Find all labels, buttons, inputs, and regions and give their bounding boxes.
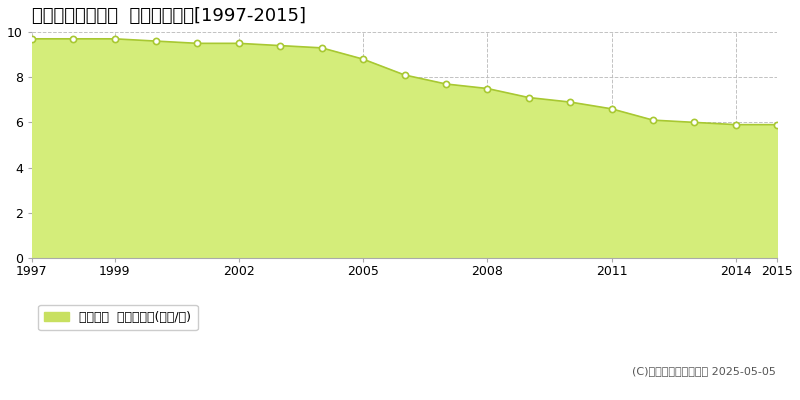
Point: [315, 45, 328, 51]
Point: [439, 81, 452, 87]
Point: [233, 40, 246, 46]
Legend: 基準地価  平均坪単価(万円/坪): 基準地価 平均坪単価(万円/坪): [38, 305, 198, 330]
Point: [398, 72, 411, 78]
Point: [150, 38, 162, 44]
Point: [564, 99, 577, 105]
Point: [605, 106, 618, 112]
Point: [770, 122, 783, 128]
Point: [730, 122, 742, 128]
Point: [67, 36, 80, 42]
Point: [357, 56, 370, 62]
Point: [522, 94, 535, 101]
Point: [688, 119, 701, 126]
Point: [191, 40, 204, 46]
Point: [481, 85, 494, 92]
Point: [646, 117, 659, 123]
Text: 北上市和賀町藤根  基準地価推移[1997-2015]: 北上市和賀町藤根 基準地価推移[1997-2015]: [32, 7, 306, 25]
Text: (C)土地価格ドットコム 2025-05-05: (C)土地価格ドットコム 2025-05-05: [632, 366, 776, 376]
Point: [274, 42, 286, 49]
Point: [26, 36, 38, 42]
Point: [108, 36, 121, 42]
